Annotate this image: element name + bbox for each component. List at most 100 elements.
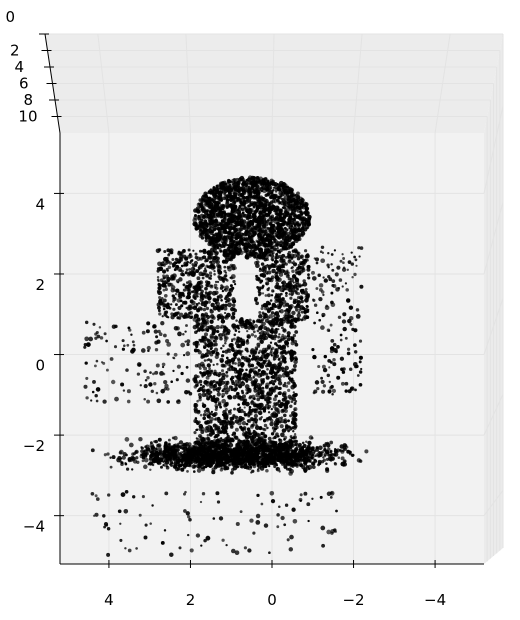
data-point (211, 397, 216, 402)
data-point (285, 192, 289, 197)
data-point (224, 303, 228, 307)
data-point (163, 293, 168, 298)
data-point (157, 286, 162, 291)
data-point (199, 229, 202, 232)
data-point (247, 387, 252, 393)
data-point (207, 300, 211, 304)
data-point (271, 179, 275, 184)
data-point (287, 195, 292, 201)
data-point (166, 276, 171, 282)
data-point (212, 306, 218, 311)
data-point (241, 320, 245, 323)
data-point (233, 369, 238, 374)
data-point (207, 388, 211, 392)
data-point (267, 233, 271, 237)
data-point (185, 448, 188, 451)
data-point (279, 292, 283, 296)
data-point (225, 200, 229, 204)
data-point (286, 186, 290, 191)
data-point (204, 236, 208, 240)
data-point (234, 419, 240, 424)
data-point (231, 311, 236, 316)
data-point (237, 216, 240, 220)
data-point (266, 367, 269, 371)
data-point (285, 291, 288, 295)
data-point (300, 217, 305, 222)
data-point (203, 198, 207, 202)
data-point (269, 299, 273, 302)
data-point (157, 437, 162, 442)
data-point (253, 178, 256, 182)
data-point (221, 350, 225, 354)
data-point (267, 213, 271, 217)
data-point (236, 192, 240, 196)
data-point (200, 430, 205, 434)
data-point (271, 268, 276, 274)
data-point (278, 333, 281, 336)
data-point (250, 211, 253, 215)
data-point (236, 181, 240, 185)
data-point (209, 190, 214, 195)
data-point (244, 319, 250, 324)
data-point (311, 465, 316, 469)
data-point (261, 358, 264, 361)
data-point (301, 197, 304, 200)
data-point (292, 213, 297, 218)
data-point (185, 284, 189, 288)
data-point (170, 315, 175, 320)
data-point (274, 342, 278, 346)
data-point (206, 223, 209, 226)
data-point (195, 289, 199, 293)
data-point (281, 285, 284, 288)
data-point (198, 224, 202, 228)
data-point (214, 298, 219, 303)
data-point (193, 404, 197, 408)
data-point (287, 206, 290, 209)
data-point (296, 237, 300, 241)
data-point (222, 330, 226, 334)
data-point (289, 426, 294, 430)
data-point (249, 368, 252, 371)
data-point (246, 419, 250, 423)
data-point (204, 392, 209, 398)
data-point (239, 200, 244, 205)
data-point (260, 189, 264, 193)
data-point (277, 420, 280, 424)
data-point (186, 260, 189, 264)
data-point (223, 265, 227, 269)
data-point (220, 359, 224, 363)
data-point (250, 181, 254, 185)
data-point (227, 216, 233, 222)
data-point (271, 336, 275, 341)
data-point (298, 295, 304, 300)
data-point (255, 260, 260, 265)
data-point (270, 294, 274, 297)
data-point (273, 259, 279, 264)
data-point (247, 192, 252, 197)
data-point (158, 298, 163, 304)
data-point (264, 403, 269, 408)
data-point (253, 214, 257, 218)
data-point (241, 391, 245, 395)
data-point (232, 279, 236, 284)
data-point (171, 294, 176, 298)
data-point (259, 273, 263, 277)
data-point (292, 364, 297, 368)
data-point (230, 315, 236, 320)
data-point (191, 270, 196, 276)
data-point (286, 201, 291, 206)
data-point (274, 394, 278, 398)
data-point (240, 193, 244, 198)
data-point (273, 330, 278, 335)
data-point (292, 384, 297, 388)
data-point (209, 308, 213, 312)
data-point (246, 237, 250, 241)
data-point (239, 396, 244, 401)
data-point (295, 195, 301, 200)
data-point (188, 268, 191, 271)
data-point (173, 268, 177, 272)
data-point (195, 292, 199, 296)
data-point (201, 317, 204, 321)
data-point (278, 228, 283, 233)
data-point (283, 418, 287, 422)
